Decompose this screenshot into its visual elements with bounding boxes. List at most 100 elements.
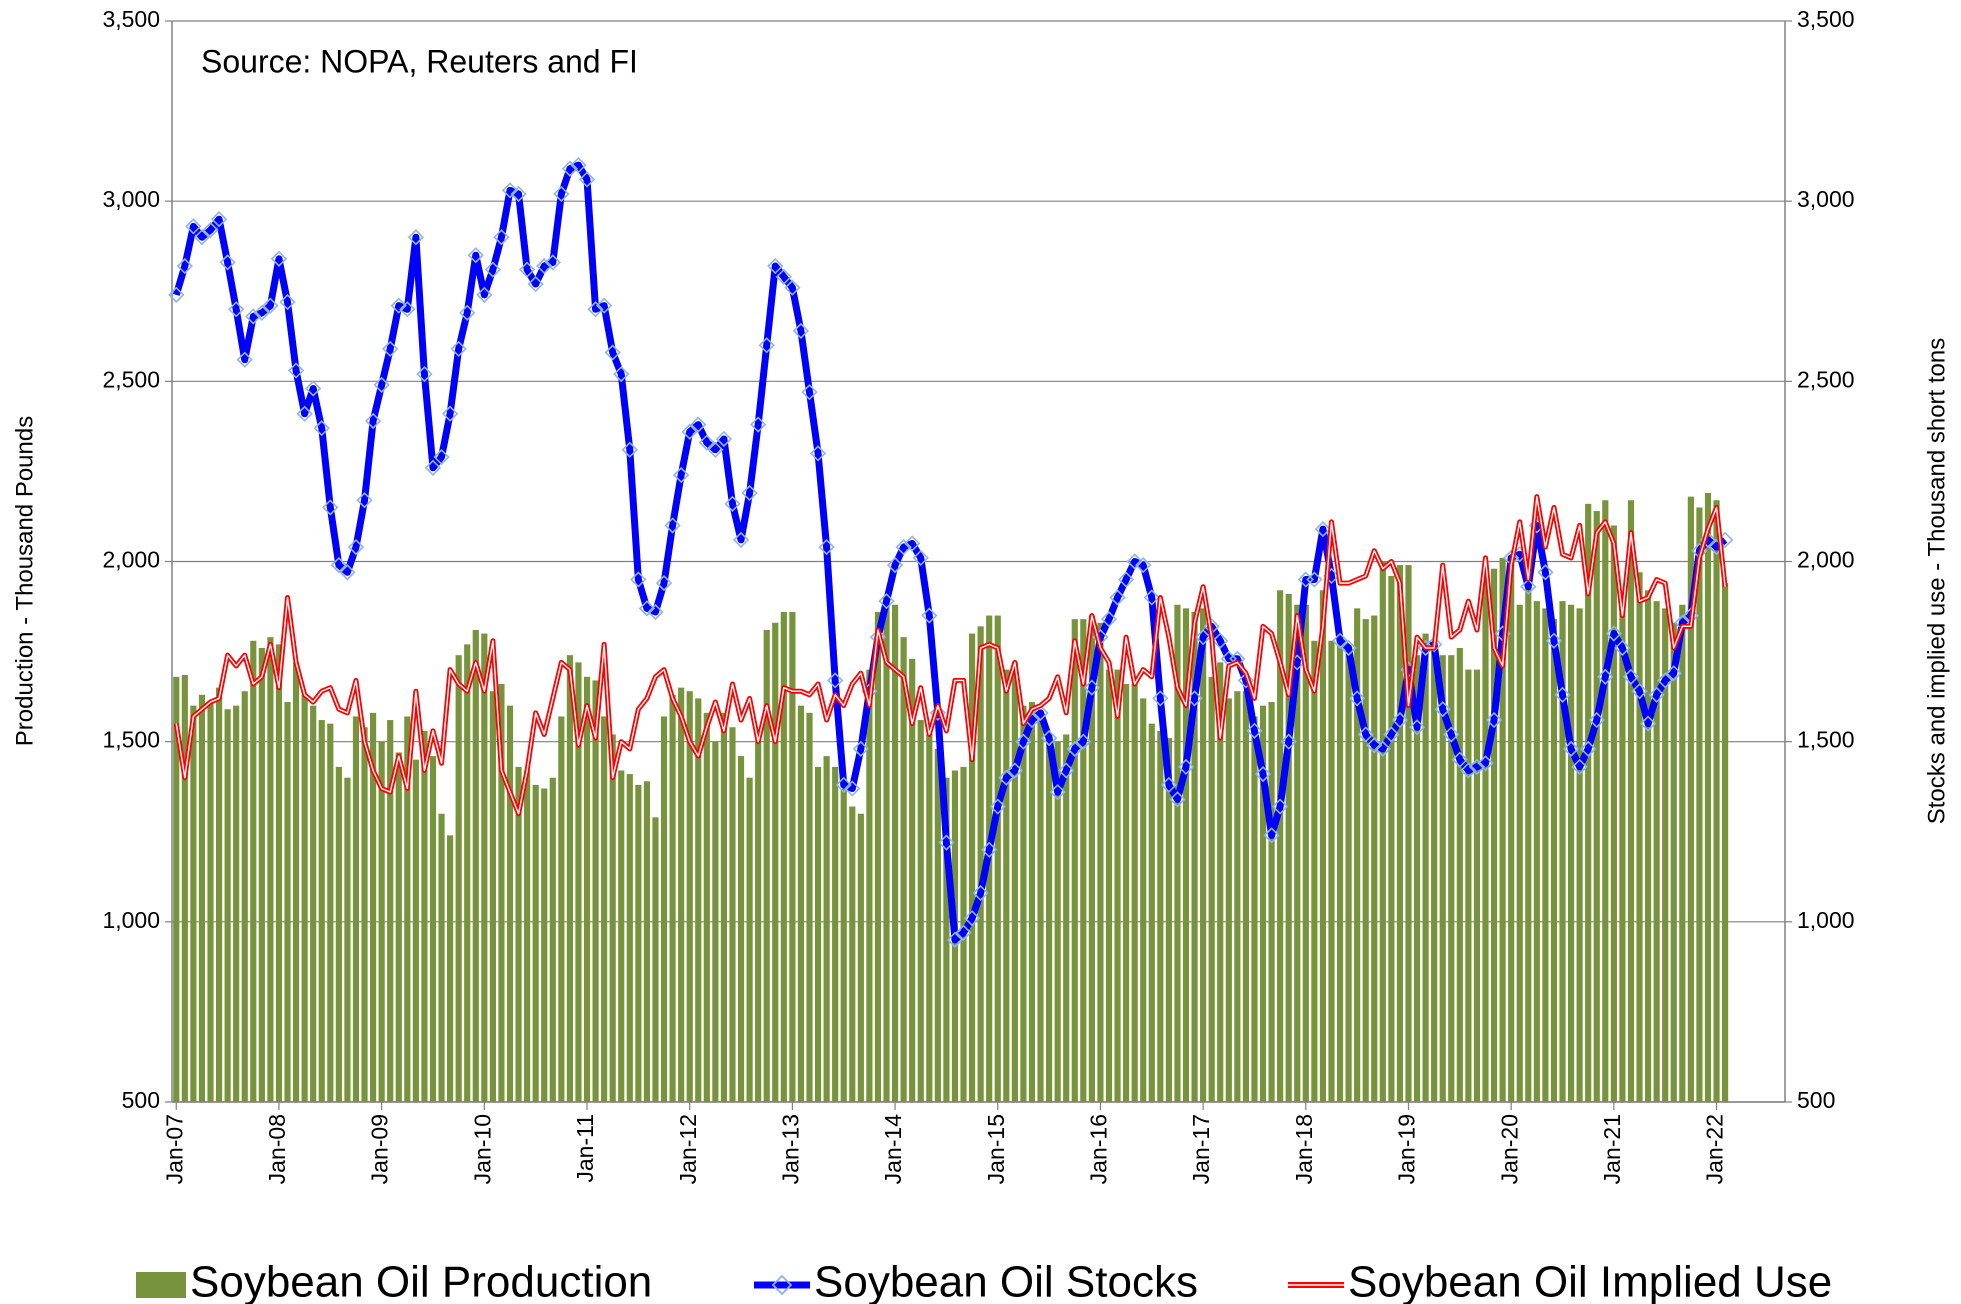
y2-tick-label: 2,500 (1797, 366, 1855, 392)
y-tick-label: 2,500 (102, 366, 160, 392)
bar (207, 702, 214, 1102)
stocks-marker (1194, 629, 1212, 646)
stocks-marker (1340, 639, 1357, 657)
stocks-marker (1006, 762, 1024, 779)
stocks-line (172, 161, 1728, 944)
stocks-marker (1160, 776, 1178, 794)
bar (1071, 619, 1078, 1102)
bar (1259, 705, 1267, 1102)
stocks-marker (724, 495, 741, 512)
stocks-marker (904, 535, 921, 552)
bar (652, 817, 659, 1102)
bar (1054, 741, 1061, 1102)
stocks-marker (1468, 758, 1486, 776)
stocks-marker (912, 549, 929, 567)
bar (464, 644, 471, 1102)
stocks-marker (690, 416, 707, 433)
bar (284, 702, 291, 1102)
stocks-marker (1177, 758, 1195, 776)
bar (712, 741, 719, 1102)
bar (934, 748, 941, 1102)
stocks-marker (305, 380, 322, 397)
stocks-marker (647, 603, 664, 621)
y-tick-label: 3,000 (102, 186, 160, 212)
y2-tick-label: 1,500 (1797, 727, 1855, 753)
legend-label: Soybean Oil Stocks (814, 1258, 1198, 1304)
bar (198, 694, 206, 1102)
stocks-marker (638, 600, 656, 617)
stocks-marker (1554, 686, 1571, 703)
stocks-marker (1280, 733, 1297, 750)
stocks-marker (1058, 762, 1075, 779)
stocks-marker (963, 910, 981, 927)
bar (1576, 608, 1583, 1102)
bar (1362, 619, 1369, 1102)
stocks-marker (1631, 683, 1648, 700)
bar (1456, 647, 1463, 1102)
stocks-marker (1246, 722, 1263, 739)
bar (909, 658, 916, 1102)
stocks-marker (1657, 672, 1674, 689)
bar (421, 730, 428, 1102)
stocks-marker (1408, 719, 1426, 736)
stocks-marker (1135, 556, 1152, 574)
stocks-marker (570, 157, 587, 174)
bar (447, 835, 454, 1102)
stocks-marker (1622, 668, 1640, 685)
bar (1653, 601, 1660, 1102)
y-tick-label: 500 (122, 1087, 160, 1113)
stocks-marker (176, 257, 193, 275)
bar (1559, 601, 1566, 1102)
bar (575, 662, 582, 1102)
bar (1157, 730, 1164, 1102)
bar (506, 705, 514, 1102)
bar (1354, 608, 1361, 1102)
bar (592, 680, 599, 1102)
stocks-marker (1477, 755, 1494, 772)
stocks-marker (972, 884, 989, 902)
stocks-marker (1383, 726, 1400, 743)
legend-label: Soybean Oil Implied Use (1348, 1258, 1832, 1304)
bar (1627, 500, 1635, 1102)
bar (1105, 669, 1113, 1102)
stocks-marker (1605, 625, 1622, 642)
bar (275, 644, 283, 1102)
bar (926, 734, 933, 1102)
stocks-marker (1426, 636, 1443, 653)
bar (472, 629, 479, 1102)
stocks-marker (1152, 690, 1169, 707)
y2-axis-title: Stocks and implied use - Thousand short … (1923, 338, 1950, 825)
stocks-marker (518, 261, 536, 278)
bar (994, 615, 1001, 1102)
stocks-marker (561, 160, 579, 177)
bar (746, 777, 753, 1102)
y-tick-label: 1,000 (102, 907, 160, 933)
stocks-marker (493, 229, 510, 246)
bar (524, 770, 531, 1102)
stocks-marker (852, 740, 869, 758)
bar (849, 806, 856, 1102)
stocks-marker (1066, 740, 1083, 758)
y2-tick-label: 1,000 (1797, 907, 1855, 933)
bar (900, 637, 907, 1102)
stocks-marker (1075, 733, 1092, 750)
stocks-marker (228, 301, 245, 318)
bar (1550, 619, 1558, 1102)
bar (1182, 608, 1190, 1102)
stocks-marker (1143, 589, 1160, 606)
stocks-marker (390, 297, 407, 314)
bar (1704, 493, 1712, 1103)
bar (1174, 604, 1181, 1102)
bar (1508, 561, 1515, 1102)
stocks-marker (595, 297, 613, 314)
stocks-marker (1485, 711, 1503, 729)
bar (969, 633, 976, 1102)
stocks-marker (1562, 740, 1580, 758)
bar (224, 709, 231, 1102)
bar (1619, 604, 1626, 1102)
stocks-marker (604, 344, 621, 361)
stocks-marker (1391, 711, 1409, 729)
bar (1080, 619, 1087, 1102)
stocks-marker (578, 171, 596, 188)
